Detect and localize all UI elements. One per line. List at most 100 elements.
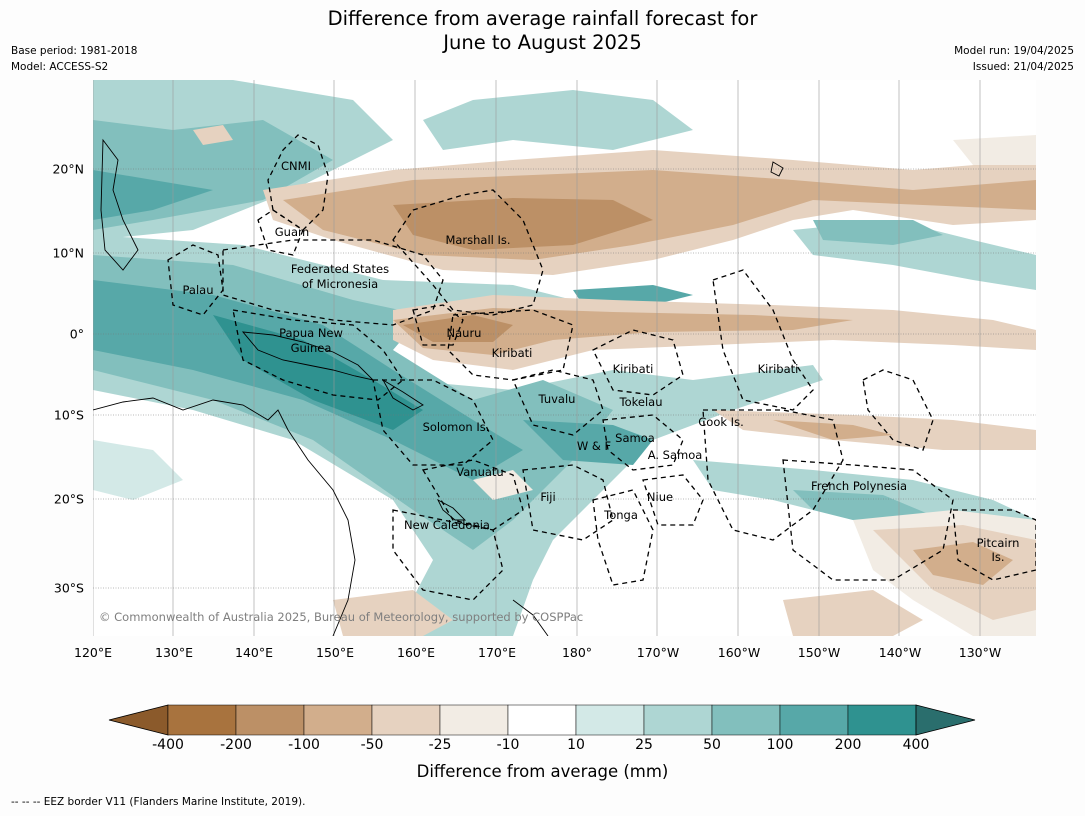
eez-kiribati-east bbox=[712, 269, 814, 411]
region-label-pitcairn-line1: Pitcairn bbox=[976, 536, 1020, 550]
colorbar-tick-label: 50 bbox=[703, 737, 721, 753]
lon-tick-label: 170°E bbox=[477, 645, 517, 660]
lat-tick-label: 20°S bbox=[53, 491, 84, 507]
region-label-new-caledonia: New Caledonia bbox=[404, 518, 490, 532]
region-label-wallis-futuna: W & F bbox=[576, 439, 612, 453]
colorbar-segment bbox=[439, 704, 509, 736]
model-text: Model: ACCESS-S2 bbox=[11, 61, 109, 73]
lat-tick-label: 10°N bbox=[52, 245, 84, 261]
lon-tick-label: 160°W bbox=[717, 645, 761, 660]
colorbar-tick-label: -50 bbox=[360, 737, 384, 753]
australia-outline bbox=[93, 397, 356, 636]
title-line-1: Difference from average rainfall forecas… bbox=[327, 7, 758, 30]
colorbar-segment bbox=[711, 704, 781, 736]
colorbar-tick-label: 100 bbox=[766, 737, 794, 753]
colorbar-tick-label: 400 bbox=[902, 737, 930, 753]
colorbar-segment bbox=[167, 704, 237, 736]
colorbar-tick-label: -100 bbox=[288, 737, 320, 753]
lon-tick-label: 150°W bbox=[797, 645, 841, 660]
lon-tick-label: 120°E bbox=[73, 645, 113, 660]
new-caledonia-outline bbox=[436, 498, 467, 521]
solomon-islands-outline bbox=[381, 378, 424, 411]
eez-tonga bbox=[592, 489, 654, 586]
copyright-notice: © Commonwealth of Australia 2025, Bureau… bbox=[99, 610, 584, 624]
colorbar-segment bbox=[303, 704, 373, 736]
region-label-png-line1: Papua New bbox=[279, 326, 343, 340]
eez-new-caledonia bbox=[392, 509, 504, 601]
eez-png bbox=[232, 309, 404, 401]
eez-borders bbox=[167, 134, 1036, 601]
eez-guam bbox=[257, 209, 304, 256]
title-line-2: June to August 2025 bbox=[443, 31, 642, 54]
colorbar-segment bbox=[507, 704, 577, 736]
region-label-kiribati-west: Kiribati bbox=[491, 346, 533, 360]
model-run-text: Model run: 19/04/2025 bbox=[954, 45, 1074, 57]
eez-french-polynesia bbox=[782, 459, 954, 581]
lon-tick-label: 140°E bbox=[234, 645, 274, 660]
region-label-fiji: Fiji bbox=[540, 490, 556, 504]
lon-tick-label: 130°W bbox=[958, 645, 1002, 660]
meta-left: Base period: 1981-2018 Model: ACCESS-S2 bbox=[11, 43, 137, 75]
lon-tick-label: 150°E bbox=[315, 645, 355, 660]
colorbar bbox=[108, 704, 976, 736]
colorbar-segment bbox=[643, 704, 713, 736]
colorbar-segment bbox=[235, 704, 305, 736]
eez-vanuatu bbox=[421, 459, 524, 531]
colorbar-label: Difference from average (mm) bbox=[416, 762, 669, 781]
region-label-guam: Guam bbox=[274, 225, 310, 239]
lon-tick-label: 180° bbox=[561, 645, 593, 660]
dry-anomaly-fields bbox=[193, 125, 1036, 636]
region-label-niue: Niue bbox=[646, 490, 674, 504]
eez-kiribati-central bbox=[592, 329, 684, 396]
meta-right: Model run: 19/04/2025 Issued: 21/04/2025 bbox=[954, 43, 1074, 75]
hawaii-outline bbox=[770, 161, 784, 177]
map-title: Difference from average rainfall forecas… bbox=[0, 7, 1085, 55]
region-label-fsm-line1: Federated States bbox=[290, 262, 390, 276]
region-label-cnmi: CNMI bbox=[281, 159, 311, 173]
region-label-nauru: Nauru bbox=[446, 326, 482, 340]
colorbar-extend-high bbox=[915, 704, 976, 736]
region-label-tonga: Tonga bbox=[604, 508, 638, 522]
lon-tick-label: 140°W bbox=[878, 645, 922, 660]
region-label-pitcairn-line2: Is. bbox=[991, 550, 1005, 564]
philippines-outline bbox=[100, 138, 139, 271]
region-label-solomon-islands: Solomon Is. bbox=[422, 420, 490, 434]
region-label-kiribati-central: Kiribati bbox=[612, 362, 654, 376]
new-guinea-outline bbox=[241, 331, 375, 381]
colorbar-tick-label: -25 bbox=[428, 737, 452, 753]
colorbar-segment bbox=[371, 704, 441, 736]
eez-marshall bbox=[392, 189, 544, 316]
map-canvas bbox=[93, 80, 1036, 636]
region-label-tuvalu: Tuvalu bbox=[538, 392, 576, 406]
colorbar-tick-label: 200 bbox=[834, 737, 862, 753]
base-period-text: Base period: 1981-2018 bbox=[11, 45, 138, 57]
colorbar-tick-label: 10 bbox=[567, 737, 585, 753]
region-label-cook-islands: Cook Is. bbox=[698, 415, 744, 429]
colorbar-tick-label: 25 bbox=[635, 737, 653, 753]
eez-niue bbox=[642, 474, 704, 526]
lat-tick-label: 30°S bbox=[53, 580, 84, 596]
lon-tick-label: 160°E bbox=[396, 645, 436, 660]
region-label-fsm-line2: of Micronesia bbox=[301, 277, 379, 291]
region-label-palau: Palau bbox=[182, 283, 214, 297]
region-label-american-samoa: A. Samoa bbox=[647, 448, 703, 462]
colorbar-segment bbox=[779, 704, 849, 736]
region-label-png-line2: Guinea bbox=[290, 341, 332, 355]
rainfall-map: © Commonwealth of Australia 2025, Bureau… bbox=[93, 80, 1036, 636]
eez-nauru bbox=[412, 304, 464, 346]
graticule bbox=[93, 168, 1036, 589]
lat-tick-label: 0° bbox=[69, 326, 84, 342]
colorbar-tick-label: -400 bbox=[152, 737, 184, 753]
issued-text: Issued: 21/04/2025 bbox=[972, 61, 1074, 73]
eez-border-note: -- -- -- EEZ border V11 (Flanders Marine… bbox=[11, 796, 306, 808]
region-label-kiribati-east: Kiribati bbox=[757, 362, 799, 376]
eez-pitcairn bbox=[952, 509, 1036, 581]
eez-cnmi bbox=[267, 134, 329, 231]
meridians bbox=[93, 80, 981, 636]
colorbar-segment bbox=[575, 704, 645, 736]
colorbar-tick-label: -200 bbox=[220, 737, 252, 753]
region-label-marshall-islands: Marshall Is. bbox=[445, 233, 511, 247]
eez-solomon bbox=[372, 379, 494, 466]
lon-tick-label: 130°E bbox=[154, 645, 194, 660]
colorbar-segment bbox=[847, 704, 917, 736]
